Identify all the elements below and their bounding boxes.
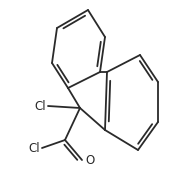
Text: O: O	[85, 153, 94, 166]
Text: Cl: Cl	[34, 100, 46, 113]
Text: Cl: Cl	[28, 141, 40, 154]
